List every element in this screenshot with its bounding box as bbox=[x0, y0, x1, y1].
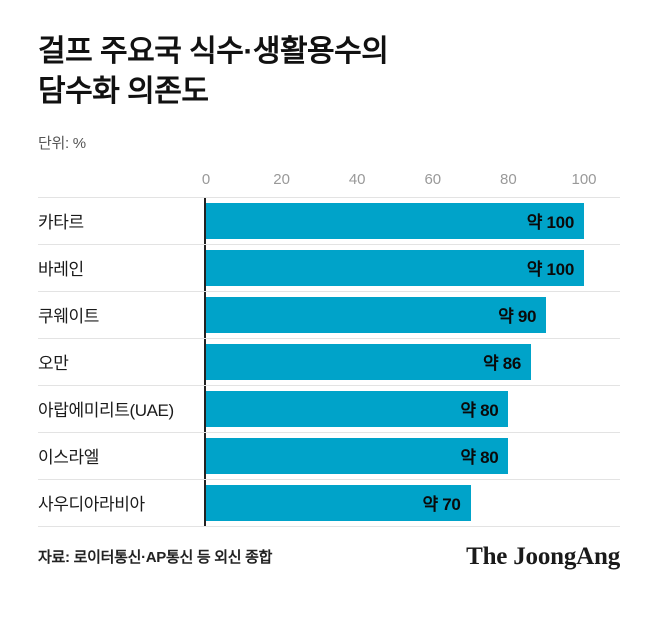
x-tick-label: 20 bbox=[273, 170, 290, 188]
x-tick-label: 100 bbox=[571, 170, 597, 188]
chart-row: 카타르 약 100 bbox=[38, 197, 620, 245]
bar-area: 약 80 bbox=[204, 432, 620, 479]
chart-title-line2: 담수화 의존도 bbox=[38, 74, 209, 108]
bar-value-label: 약 70 bbox=[422, 495, 461, 515]
bar: 약 80 bbox=[206, 390, 509, 427]
category-label: 이스라엘 bbox=[38, 448, 99, 468]
x-tick-label: 60 bbox=[424, 170, 442, 188]
chart-footer: 자료: 로이터통신·AP통신 등 외신 종합 The JoongAng bbox=[38, 543, 620, 571]
bar: 약 100 bbox=[206, 249, 584, 286]
bar-value-label: 약 80 bbox=[460, 401, 499, 421]
bar-area: 약 100 bbox=[204, 197, 620, 244]
bar: 약 86 bbox=[206, 343, 532, 380]
bar-value-label: 약 90 bbox=[498, 307, 537, 327]
chart-row: 이스라엘 약 80 bbox=[38, 432, 620, 480]
category-label: 사우디아라비아 bbox=[38, 495, 145, 515]
chart-row: 오만 약 86 bbox=[38, 338, 620, 386]
bar: 약 90 bbox=[206, 296, 547, 333]
bar-area: 약 70 bbox=[204, 479, 620, 526]
category-label: 쿠웨이트 bbox=[38, 307, 99, 327]
bar-area: 약 86 bbox=[204, 338, 620, 385]
bar-value-label: 약 100 bbox=[526, 260, 575, 280]
chart-title: 걸프 주요국 식수·생활용수의 담수화 의존도 bbox=[38, 32, 620, 112]
chart-row: 사우디아라비아 약 70 bbox=[38, 479, 620, 527]
chart-rows: 카타르 약 100 바레인 약 100 쿠웨이트 약 90 오만 약 86 아랍에미리트(UAE… bbox=[38, 196, 620, 527]
joongang-logo: The JoongAng bbox=[466, 542, 620, 570]
chart-title-line1: 걸프 주요국 식수·생활용수의 bbox=[38, 35, 389, 68]
bar: 약 100 bbox=[206, 202, 584, 239]
bar-area: 약 80 bbox=[204, 385, 620, 432]
category-label: 오만 bbox=[38, 354, 69, 374]
category-label: 아랍에미리트(UAE) bbox=[38, 401, 174, 421]
category-label: 카타르 bbox=[38, 213, 84, 233]
x-tick-label: 80 bbox=[500, 170, 517, 188]
bar: 약 70 bbox=[206, 484, 471, 521]
chart-row: 바레인 약 100 bbox=[38, 244, 620, 292]
bar-area: 약 90 bbox=[204, 291, 620, 338]
bar-value-label: 약 80 bbox=[460, 448, 499, 468]
x-tick-label: 0 bbox=[201, 170, 211, 188]
unit-label: 단위: % bbox=[38, 134, 86, 152]
source-text: 자료: 로이터통신·AP통신 등 외신 종합 bbox=[38, 549, 273, 567]
bar-value-label: 약 100 bbox=[526, 213, 575, 233]
x-axis-ticks: 0 20 40 60 80 100 bbox=[202, 170, 619, 197]
bar-area: 약 100 bbox=[204, 244, 620, 291]
category-label: 바레인 bbox=[38, 260, 84, 280]
chart-row: 쿠웨이트 약 90 bbox=[38, 291, 620, 339]
bar-value-label: 약 86 bbox=[483, 354, 522, 374]
bar-chart: 0 20 40 60 80 100 카타르 약 100 바레인 약 100 쿠웨이트 약 90 오만 약… bbox=[38, 171, 620, 527]
bar: 약 80 bbox=[206, 437, 509, 474]
chart-row: 아랍에미리트(UAE) 약 80 bbox=[38, 385, 620, 433]
x-tick-label: 40 bbox=[348, 170, 366, 188]
